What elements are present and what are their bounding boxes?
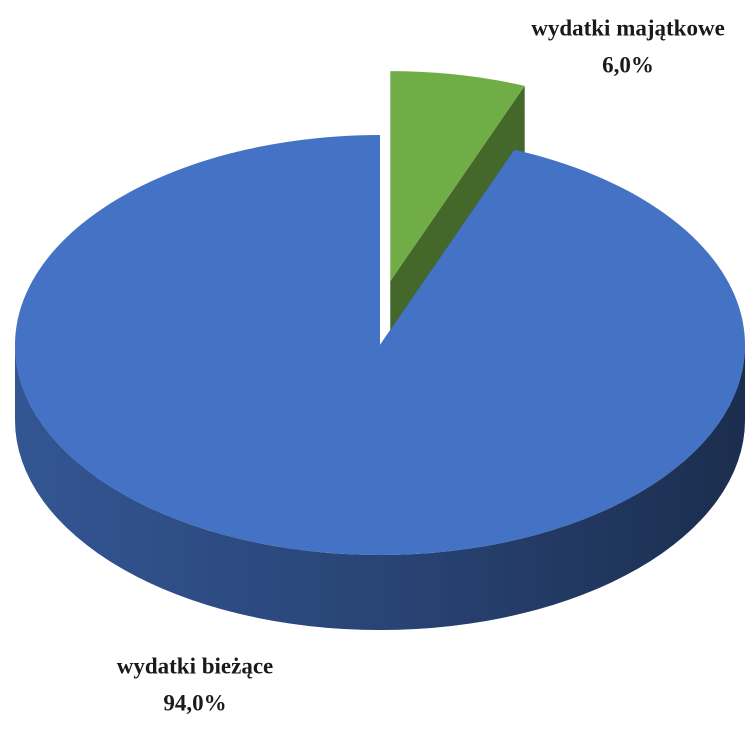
- slice: [15, 135, 746, 556]
- category-label: wydatki majątkowe: [531, 15, 725, 40]
- value-label: 6,0%: [602, 52, 654, 77]
- value-label: 94,0%: [163, 690, 226, 715]
- slice-side-shade: [15, 345, 745, 630]
- category-label: wydatki bieżące: [117, 653, 274, 678]
- slice: [390, 71, 525, 282]
